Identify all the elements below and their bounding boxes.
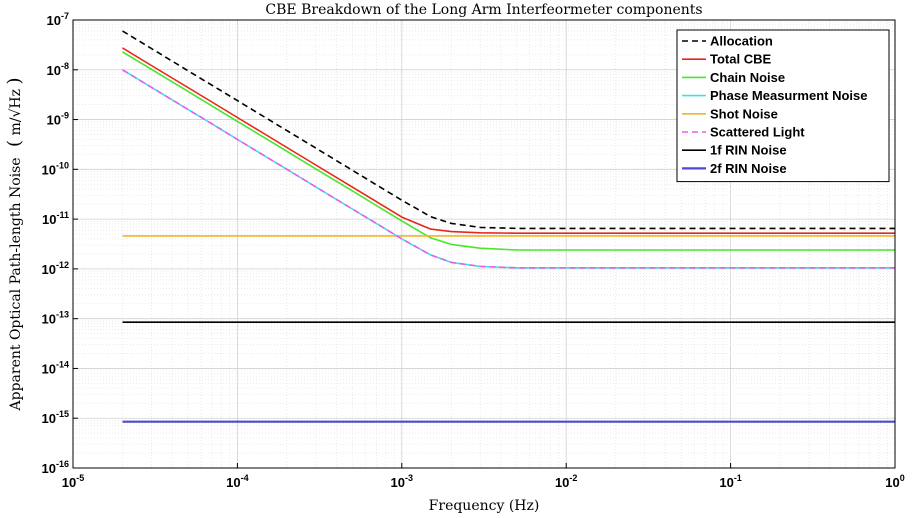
legend-label: Scattered Light: [710, 125, 805, 140]
y-tick-label: 10-11: [42, 210, 69, 227]
legend-label: Chain Noise: [710, 70, 785, 85]
x-tick-exponent: -1: [734, 473, 742, 483]
y-tick-exponent: -10: [56, 160, 69, 170]
x-tick-exponent: -4: [241, 473, 249, 483]
legend-label: Total CBE: [710, 52, 771, 67]
y-tick-exponent: -12: [56, 260, 69, 270]
x-tick-label: 10-4: [226, 473, 248, 490]
y-tick-base: 10: [42, 212, 56, 227]
y-tick-base: 10: [42, 361, 56, 376]
y-tick-exponent: -11: [56, 210, 69, 220]
x-tick-exponent: -5: [76, 473, 84, 483]
y-tick-base: 10: [47, 113, 61, 128]
legend-label: 2f RIN Noise: [710, 161, 787, 176]
y-tick-base: 10: [42, 461, 56, 476]
y-tick-exponent: -16: [56, 459, 69, 469]
y-tick-base: 10: [42, 162, 56, 177]
y-tick-exponent: -14: [56, 359, 69, 369]
y-tick-exponent: -15: [56, 409, 69, 419]
y-tick-base: 10: [42, 262, 56, 277]
y-tick-label: 10-12: [42, 260, 69, 277]
legend-label: 1f RIN Noise: [710, 143, 787, 158]
y-tick-label: 10-10: [42, 160, 69, 177]
y-axis-label-unit: m/√Hz: [8, 89, 24, 136]
x-tick-label: 10-5: [62, 473, 84, 490]
y-tick-base: 10: [47, 13, 61, 28]
axis-ticks: 10-5 10-4 10-3 10-2 10-1 10010-1610-1510-1410…: [42, 11, 905, 490]
legend-label: Allocation: [710, 34, 773, 49]
x-tick-base: 10: [62, 475, 76, 490]
series-layer: [122, 30, 895, 423]
y-tick-label: 10-15: [42, 409, 69, 426]
y-axis-label-main: Apparent Optical Path-length Noise: [8, 157, 24, 411]
series-line-1: [122, 30, 895, 230]
y-tick-exponent: -8: [61, 61, 69, 71]
x-tick-exponent: -2: [569, 473, 577, 483]
y-axis-label: Apparent Optical Path-length Noise ( m/√…: [4, 77, 25, 411]
x-tick-base: 10: [719, 475, 733, 490]
x-tick-label: 10-1: [719, 473, 741, 490]
y-tick-exponent: -9: [61, 111, 69, 121]
legend: Allocation Total CBE Chain Noise Phase Meas…: [676, 29, 890, 183]
y-tick-base: 10: [42, 312, 56, 327]
y-tick-exponent: -7: [61, 11, 69, 21]
x-tick-exponent: 0: [900, 473, 905, 483]
y-tick-label: 10-8: [47, 61, 69, 78]
x-tick-exponent: -3: [405, 473, 413, 483]
y-tick-base: 10: [47, 63, 61, 78]
legend-label: Shot Noise: [710, 106, 778, 121]
y-tick-label: 10-7: [47, 11, 69, 28]
y-tick-exponent: -13: [56, 310, 69, 320]
x-tick-label: 10-2: [555, 473, 577, 490]
x-tick-base: 10: [391, 475, 405, 490]
x-tick-base: 10: [885, 475, 899, 490]
y-tick-label: 10-9: [47, 111, 69, 128]
legend-label: Phase Measurment Noise: [710, 88, 868, 103]
chart-title: CBE Breakdown of the Long Arm Interfeorm…: [265, 2, 702, 18]
y-axis-label-close-paren: ): [4, 77, 25, 84]
y-tick-label: 10-14: [42, 359, 69, 376]
x-tick-label: 10-3: [391, 473, 413, 490]
plot-frame: [72, 19, 896, 469]
x-axis-label: Frequency (Hz): [429, 498, 540, 514]
y-axis-label-text: Apparent Optical Path-length Noise ( m/√…: [4, 77, 25, 411]
y-tick-label: 10-13: [42, 310, 69, 327]
y-tick-label: 10-16: [42, 459, 69, 476]
x-tick-label: 100: [885, 473, 904, 490]
x-tick-base: 10: [226, 475, 240, 490]
series-line-6: [122, 69, 895, 269]
x-tick-base: 10: [555, 475, 569, 490]
series-line-3: [122, 51, 895, 251]
legend-box: [676, 29, 890, 183]
y-axis-label-open-paren: (: [4, 140, 25, 147]
series-line-2: [122, 47, 895, 234]
y-tick-base: 10: [42, 411, 56, 426]
